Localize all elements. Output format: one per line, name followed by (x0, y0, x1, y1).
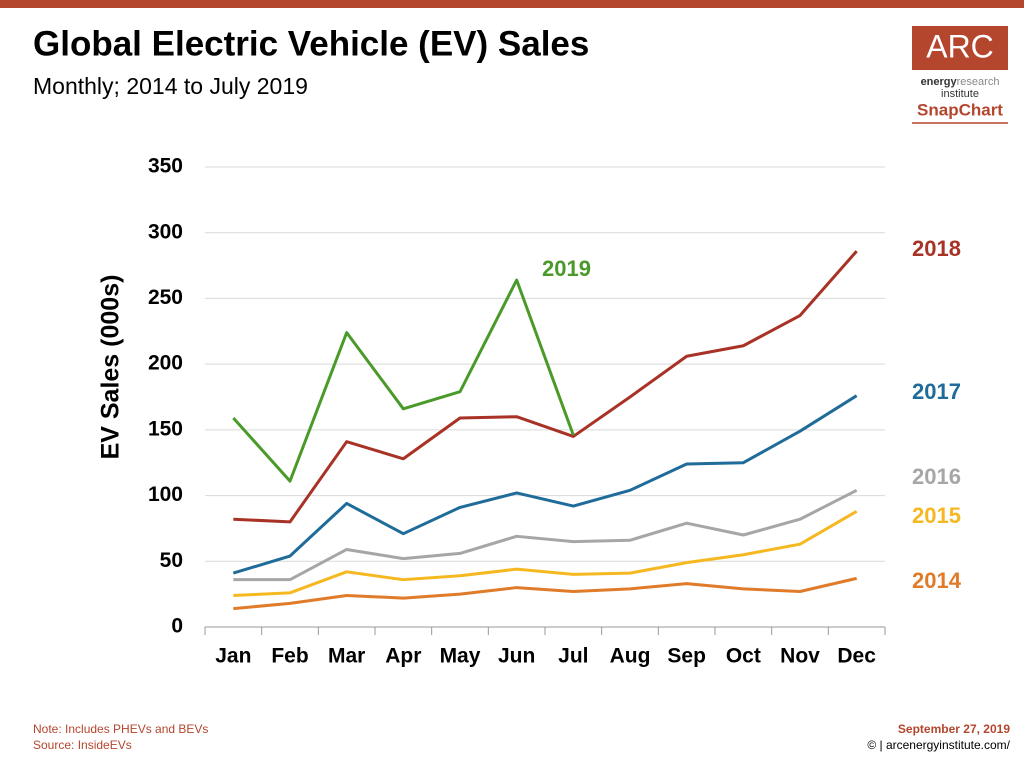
x-tick-label: Jun (498, 645, 535, 668)
top-bar (0, 0, 1024, 8)
logo-name: ARC (926, 28, 994, 64)
line (233, 488, 858, 582)
y-tick-label: 0 (171, 615, 183, 638)
y-tick-label: 300 (148, 220, 183, 243)
x-tick-label: Nov (780, 645, 820, 668)
x-tick-label: Feb (271, 645, 308, 668)
logo-box (912, 26, 1008, 70)
line (233, 250, 858, 524)
y-tick-label: 100 (148, 483, 183, 506)
y-axis-label: EV Sales (000s) (97, 275, 125, 460)
x-tick-label: Aug (610, 645, 651, 668)
x-tick-label: Dec (837, 645, 876, 668)
x-tick-label: Sep (667, 645, 706, 668)
series-label: 2015 (912, 503, 961, 528)
y-tick-label: 150 (148, 417, 183, 440)
date: September 27, 2019 (898, 722, 1010, 736)
series-label: 2018 (912, 236, 961, 261)
series-label: 2017 (912, 379, 961, 404)
chart-title: Global Electric Vehicle (EV) Sales (33, 24, 589, 63)
y-tick-label: 200 (148, 352, 183, 375)
line (233, 576, 858, 611)
x-tick-label: Jan (215, 645, 251, 668)
line (232, 394, 858, 575)
note: Source: InsideEVs (33, 738, 132, 752)
logo-line: energyresearch (921, 76, 1000, 88)
line (233, 510, 858, 597)
x-tick-label: May (440, 645, 481, 668)
line (232, 278, 575, 483)
logo-institute: institute (941, 88, 979, 100)
logo-research: research (957, 76, 1000, 88)
y-tick-label: 250 (148, 286, 183, 309)
logo-energy: energy (921, 76, 958, 88)
x-tick-label: Apr (385, 645, 421, 668)
note: Note: Includes PHEVs and BEVs (33, 722, 208, 736)
x-tick-label: Oct (726, 645, 761, 668)
x-tick-label: Mar (328, 645, 365, 668)
logo-tag: SnapChart (917, 100, 1003, 119)
x-tick-label: Jul (558, 645, 588, 668)
y-tick-label: 350 (148, 155, 183, 178)
credit: © | arcenergyinstitute.com/ (867, 738, 1010, 752)
chart-subtitle: Monthly; 2014 to July 2019 (33, 73, 308, 99)
series-label: 2014 (912, 568, 962, 593)
y-tick-label: 50 (160, 549, 183, 572)
series-label: 2019 (542, 256, 591, 281)
series-label: 2016 (912, 464, 961, 489)
